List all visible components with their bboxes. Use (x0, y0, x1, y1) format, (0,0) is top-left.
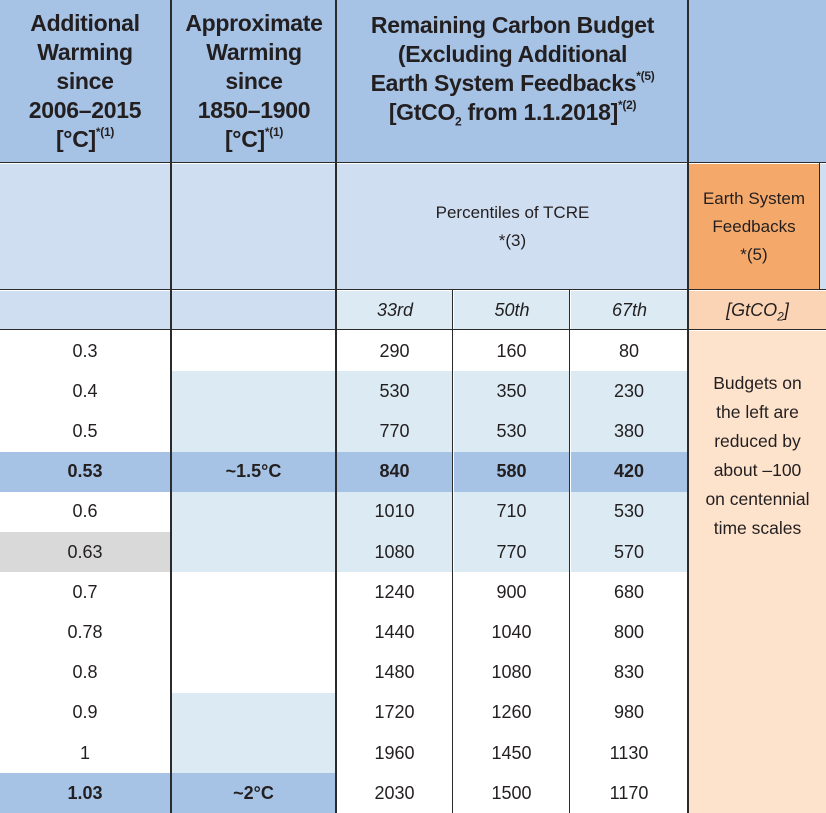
table-cell-add: 0.5 (72, 420, 98, 441)
divider-units (0, 329, 826, 330)
table-cell-p67: 680 (613, 581, 645, 602)
table-cell-p50: 900 (496, 581, 527, 602)
table-cell-p50: 1450 (491, 742, 532, 763)
table-cell-approx: ~2°C (172, 773, 335, 813)
divider-col2 (335, 0, 337, 813)
units-p67: 67th (571, 291, 688, 329)
divider-col1 (170, 0, 172, 813)
divider-p50 (569, 290, 570, 813)
table-cell-p50: 1040 (491, 621, 532, 642)
header-approximate-warming: Approximate Warming since 1850–1900 [°C]… (172, 0, 336, 163)
table-cell-p50: 710 (454, 491, 569, 532)
table-cell-p67: 380 (571, 411, 687, 452)
subheader-earth-system-feedbacks: Earth System Feedbacks *(5) (689, 164, 819, 290)
table-cell-p50: 350 (454, 371, 569, 412)
table-cell-approx (172, 331, 335, 371)
divider-p33 (452, 290, 453, 813)
subheader-blank-1 (0, 164, 170, 290)
table-cell-p33: 530 (337, 371, 452, 412)
table-cell-p50: 1260 (491, 702, 532, 723)
table-cell-p33: 1080 (337, 532, 452, 573)
units-esf: [GtCO2] (689, 291, 826, 329)
header-esf-blank (689, 0, 826, 163)
table-cell-p50: 580 (454, 451, 569, 492)
table-cell-add: 0.53 (0, 451, 170, 492)
table-cell-p50: 770 (454, 532, 569, 573)
table-cell-add: 0.8 (72, 662, 98, 683)
table-cell-p33: 1960 (374, 742, 415, 763)
table-cell-add: 0.6 (72, 501, 98, 522)
table-cell-p67: 800 (613, 621, 645, 642)
table-cell-p67: 980 (613, 702, 645, 723)
table-cell-p67: 420 (571, 451, 687, 492)
table-cell-approx (172, 612, 335, 652)
table-cell-approx (172, 572, 335, 612)
table-cell-approx: ~1.5°C (172, 451, 335, 492)
divider-subheader (0, 289, 826, 290)
units-p50: 50th (454, 291, 570, 329)
table-cell-approx (172, 532, 335, 573)
table-cell-add: 1.03 (0, 773, 170, 813)
table-cell-p33: 1480 (374, 662, 415, 683)
table-cell-p67: 530 (571, 491, 687, 532)
subheader-percentiles: Percentiles of TCRE *(3) (337, 164, 688, 290)
table-cell-add: 0.9 (72, 702, 98, 723)
table-cell-p33: 1440 (374, 621, 415, 642)
table-cell-add: 0.7 (72, 581, 98, 602)
table-cell-p67: 570 (571, 532, 687, 573)
header-remaining-carbon-budget: Remaining Carbon Budget (Excluding Addit… (337, 0, 688, 163)
units-blank-2 (172, 291, 336, 329)
table-cell-approx (172, 653, 335, 693)
table-cell-p33: 290 (379, 340, 410, 361)
table-cell-p33: 1240 (374, 581, 415, 602)
header-additional-warming: Additional Warming since 2006–2015 [°C]*… (0, 0, 170, 163)
esf-note: Budgets on the left are reduced by about… (689, 331, 826, 813)
divider-col3 (687, 0, 689, 813)
table-cell-add: 0.78 (67, 621, 103, 642)
table-cell-p33: 840 (337, 451, 452, 492)
divider-esf-right (819, 163, 820, 290)
table-cell-p33: 1010 (337, 491, 452, 532)
table-cell-add: 0.63 (0, 532, 170, 573)
table-cell-p67: 230 (571, 371, 687, 412)
table-cell-p67: 1170 (609, 782, 649, 803)
table-cell-p67: 830 (613, 662, 645, 683)
table-cell-p50: 1500 (491, 782, 532, 803)
table-cell-approx (172, 491, 335, 532)
table-cell-p33: 2030 (374, 782, 415, 803)
table-cell-p50: 530 (454, 411, 569, 452)
table-cell-approx (172, 371, 335, 412)
table-cell-add: 1 (79, 742, 90, 763)
subheader-blank-2 (172, 164, 336, 290)
units-p33: 33rd (337, 291, 453, 329)
divider-header (0, 162, 826, 163)
table-cell-p33: 770 (337, 411, 452, 452)
table-cell-approx (172, 411, 335, 452)
table-cell-p50: 160 (496, 340, 527, 361)
table-cell-add: 0.4 (72, 380, 98, 401)
units-blank-1 (0, 291, 170, 329)
subheader-right-edge (820, 164, 826, 290)
table-cell-p67: 80 (618, 340, 640, 361)
table-cell-p33: 1720 (374, 702, 415, 723)
table-cell-p67: 1130 (609, 742, 649, 763)
table-cell-approx (172, 733, 335, 774)
table-cell-p50: 1080 (491, 662, 532, 683)
table-cell-approx (172, 692, 335, 733)
table-cell-add: 0.3 (72, 340, 98, 361)
